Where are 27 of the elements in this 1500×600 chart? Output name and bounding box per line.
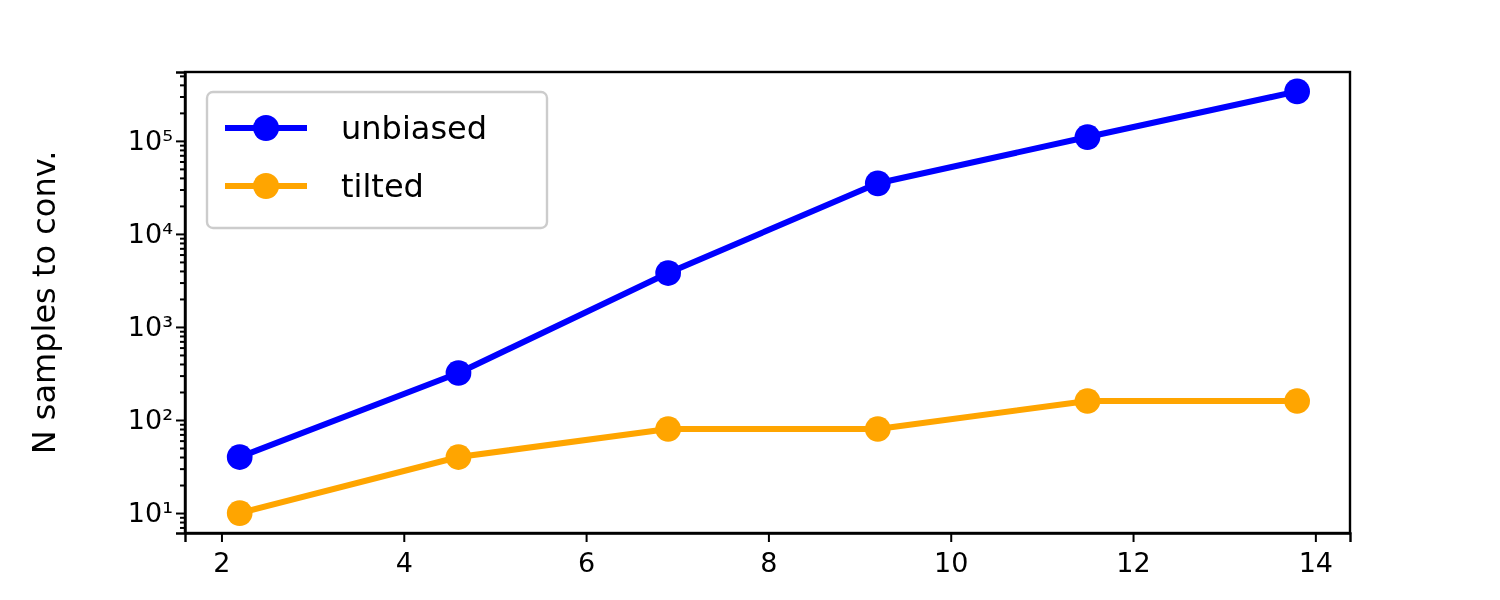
point bbox=[864, 416, 891, 442]
y-axis-title: N samples to conv. bbox=[25, 150, 63, 455]
point bbox=[445, 360, 472, 386]
x-tick-label: 2 bbox=[213, 547, 231, 578]
point bbox=[226, 500, 253, 526]
y-tick-label: 10⁴ bbox=[127, 218, 173, 250]
x-tick-label: 14 bbox=[1298, 547, 1334, 578]
point bbox=[1284, 388, 1310, 414]
point bbox=[226, 444, 253, 470]
legend-label: tilted bbox=[341, 167, 424, 206]
x-tick-label: 4 bbox=[395, 547, 413, 578]
point bbox=[864, 170, 891, 197]
x-tick-label: 10 bbox=[934, 547, 969, 578]
x-tick-label: 6 bbox=[578, 547, 596, 578]
point bbox=[655, 416, 681, 442]
y-tick-label: 10⁵ bbox=[127, 125, 173, 157]
x-tick-label: 8 bbox=[760, 547, 778, 578]
legend-label: unbiased bbox=[341, 109, 488, 148]
y-tick-label: 10¹ bbox=[127, 497, 173, 529]
point bbox=[1284, 78, 1310, 105]
y-tick-label: 10³ bbox=[127, 311, 173, 343]
point bbox=[655, 260, 681, 286]
point bbox=[1074, 124, 1101, 150]
point bbox=[445, 444, 472, 470]
y-tick-label: 10² bbox=[127, 404, 173, 436]
point bbox=[1074, 388, 1101, 414]
x-tick-label: 12 bbox=[1116, 547, 1151, 578]
